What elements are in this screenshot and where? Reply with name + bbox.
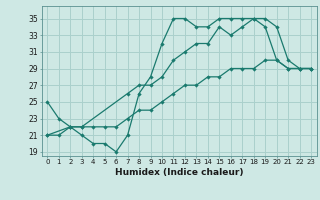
X-axis label: Humidex (Indice chaleur): Humidex (Indice chaleur) xyxy=(115,168,244,177)
